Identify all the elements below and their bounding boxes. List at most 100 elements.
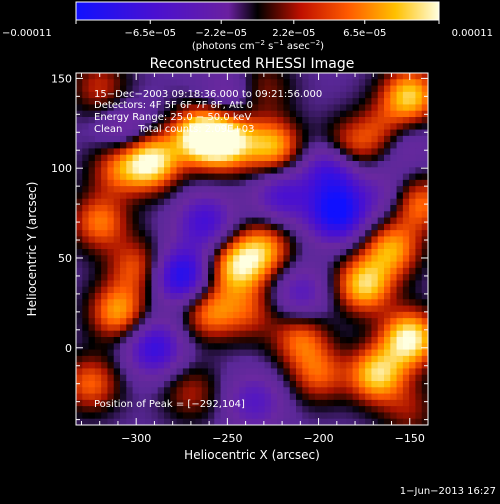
heatmap-pixel	[94, 85, 102, 93]
heatmap-pixel	[358, 311, 366, 319]
heatmap-pixel	[151, 135, 159, 143]
heatmap-pixel	[365, 355, 373, 363]
heatmap-pixel	[258, 173, 266, 181]
heatmap-pixel	[157, 381, 165, 388]
heatmap-pixel	[88, 217, 96, 225]
heatmap-pixel	[107, 236, 115, 244]
heatmap-pixel	[346, 135, 354, 143]
heatmap-pixel	[384, 230, 391, 238]
heatmap-pixel	[182, 299, 190, 307]
heatmap-pixel	[226, 305, 234, 313]
heatmap-pixel	[245, 311, 253, 319]
heatmap-pixel	[145, 73, 153, 80]
heatmap-pixel	[157, 142, 165, 150]
heatmap-pixel	[346, 330, 354, 338]
heatmap-pixel	[358, 179, 366, 187]
heatmap-pixel	[289, 368, 297, 376]
heatmap-pixel	[283, 318, 291, 326]
heatmap-pixel	[132, 117, 140, 124]
heatmap-pixel	[170, 205, 178, 212]
heatmap-pixel	[327, 217, 335, 225]
heatmap-pixel	[189, 135, 197, 143]
heatmap-pixel	[101, 236, 109, 244]
heatmap-pixel	[371, 198, 379, 206]
heatmap-pixel	[277, 179, 285, 187]
heatmap-pixel	[208, 349, 215, 357]
heatmap-pixel	[321, 343, 329, 351]
heatmap-pixel	[258, 85, 266, 93]
heatmap-pixel	[220, 205, 228, 212]
heatmap-pixel	[195, 142, 203, 150]
heatmap-pixel	[82, 305, 90, 313]
heatmap-pixel	[283, 293, 291, 300]
heatmap-pixel	[283, 387, 291, 395]
heatmap-pixel	[340, 98, 347, 106]
heatmap-pixel	[396, 305, 404, 313]
heatmap-pixel	[107, 324, 115, 332]
heatmap-pixel	[252, 98, 259, 106]
heatmap-pixel	[258, 337, 266, 344]
heatmap-pixel	[182, 198, 190, 206]
heatmap-pixel	[358, 142, 366, 150]
heatmap-pixel	[151, 161, 159, 168]
heatmap-pixel	[189, 355, 197, 363]
heatmap-pixel	[101, 135, 109, 143]
heatmap-pixel	[245, 381, 253, 388]
heatmap-pixel	[321, 305, 329, 313]
heatmap-pixel	[176, 337, 184, 344]
heatmap-pixel	[157, 374, 165, 382]
heatmap-pixel	[270, 293, 278, 300]
heatmap-pixel	[314, 167, 322, 175]
heatmap-pixel	[252, 73, 259, 80]
heatmap-pixel	[352, 318, 360, 326]
heatmap-pixel	[371, 249, 379, 256]
heatmap-pixel	[94, 123, 102, 131]
heatmap-pixel	[340, 381, 347, 388]
heatmap-pixel	[120, 381, 127, 388]
heatmap-pixel	[277, 79, 285, 87]
heatmap-pixel	[88, 98, 96, 106]
heatmap-pixel	[270, 299, 278, 307]
heatmap-pixel	[208, 293, 215, 300]
heatmap-pixel	[396, 343, 404, 351]
heatmap-pixel	[340, 355, 347, 363]
heatmap-pixel	[358, 129, 366, 137]
heatmap-pixel	[409, 198, 417, 206]
heatmap-pixel	[138, 324, 146, 332]
heatmap-pixel	[239, 117, 247, 124]
heatmap-pixel	[365, 305, 373, 313]
heatmap-pixel	[321, 249, 329, 256]
heatmap-pixel	[415, 211, 423, 219]
heatmap-pixel	[270, 186, 278, 194]
heatmap-pixel	[302, 135, 310, 143]
heatmap-pixel	[151, 179, 159, 187]
heatmap-pixel	[145, 104, 153, 112]
heatmap-pixel	[145, 217, 153, 225]
heatmap-pixel	[346, 179, 354, 187]
heatmap-pixel	[252, 129, 259, 137]
heatmap-pixel	[195, 98, 203, 106]
heatmap-pixel	[189, 104, 197, 112]
heatmap-pixel	[415, 330, 423, 338]
heatmap-pixel	[138, 255, 146, 263]
heatmap-pixel	[346, 343, 354, 351]
heatmap-pixel	[233, 418, 241, 425]
heatmap-pixel	[283, 217, 291, 225]
heatmap-pixel	[107, 117, 115, 124]
heatmap-pixel	[182, 330, 190, 338]
heatmap-pixel	[377, 318, 385, 326]
heatmap-pixel	[327, 161, 335, 168]
heatmap-pixel	[333, 179, 341, 187]
heatmap-pixel	[402, 362, 410, 370]
heatmap-pixel	[126, 230, 134, 238]
heatmap-pixel	[258, 362, 266, 370]
heatmap-pixel	[384, 355, 391, 363]
heatmap-pixel	[409, 211, 417, 219]
heatmap-pixel	[76, 135, 83, 143]
heatmap-pixel	[390, 399, 398, 407]
heatmap-pixel	[270, 154, 278, 162]
heatmap-pixel	[82, 129, 90, 137]
heatmap-pixel	[252, 393, 259, 401]
heatmap-pixel	[314, 274, 322, 282]
heatmap-pixel	[358, 110, 366, 118]
